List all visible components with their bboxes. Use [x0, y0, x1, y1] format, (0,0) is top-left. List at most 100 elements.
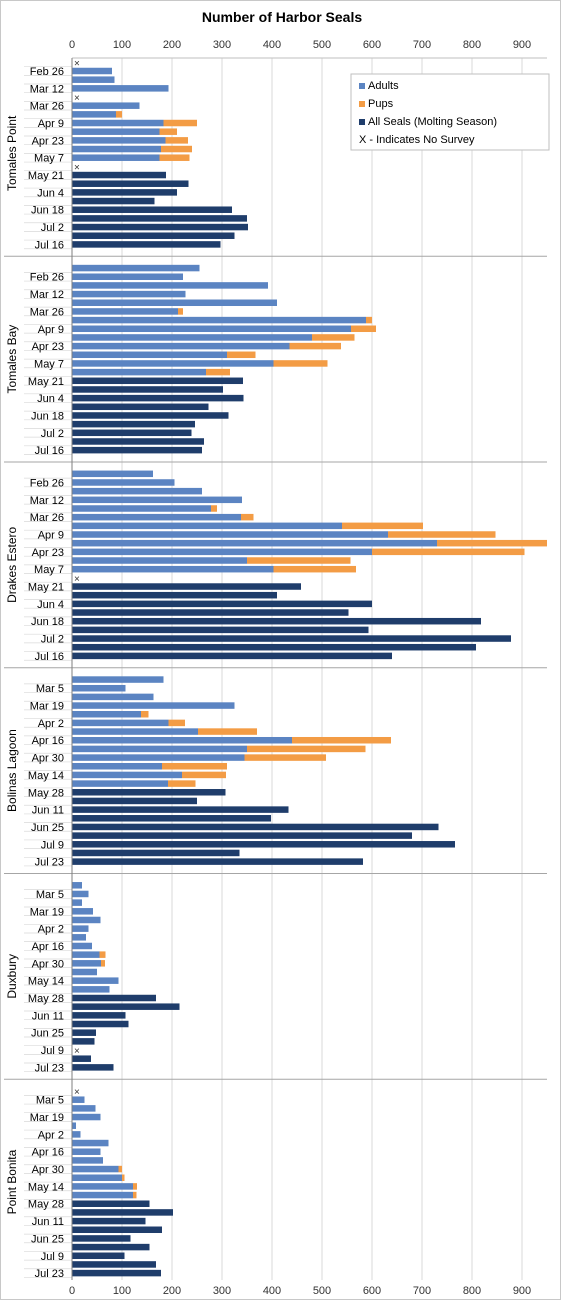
y-tick-label: May 14: [28, 976, 64, 988]
bar-adults: [72, 754, 245, 761]
bar-pups: [273, 565, 356, 573]
bar-adults: [72, 548, 372, 556]
x-tick-label-top: 400: [263, 39, 281, 51]
bar-adults: [72, 1148, 101, 1155]
y-tick-label: Apr 23: [32, 341, 64, 353]
y-tick-label: May 28: [28, 993, 64, 1005]
bar-adults: [72, 154, 160, 161]
bar-adults: [72, 882, 82, 889]
y-tick-label: Mar 12: [30, 289, 64, 301]
bar-adults: [72, 496, 242, 504]
bar-all-seals: [72, 446, 202, 454]
bar-all-seals: [72, 215, 247, 222]
y-tick-label: Feb 26: [30, 272, 64, 284]
y-tick-label: Jun 18: [31, 410, 64, 422]
bar-all-seals: [72, 797, 197, 805]
bar-adults: [72, 1183, 133, 1190]
x-tick-label-bottom: 700: [413, 1285, 431, 1297]
group-label: Bolinas Lagoon: [5, 729, 19, 812]
bar-all-seals: [72, 609, 349, 616]
bar-all-seals: [72, 789, 226, 796]
y-tick-label: Jul 2: [41, 428, 64, 440]
y-tick-label: May 21: [28, 170, 64, 182]
bar-all-seals: [72, 171, 166, 179]
bar-adults: [72, 565, 274, 573]
y-tick-label: May 7: [34, 153, 64, 165]
chart-title: Number of Harbor Seals: [202, 9, 362, 25]
group-label: Tomales Bay: [5, 325, 19, 394]
y-tick-label: Jul 2: [41, 222, 64, 234]
y-tick-label: Mar 5: [36, 1095, 64, 1107]
bar-pups: [133, 1191, 137, 1199]
bar-adults: [72, 890, 89, 898]
x-tick-label-bottom: 900: [513, 1285, 531, 1297]
bar-all-seals: [72, 1012, 126, 1019]
no-survey-marker: ×: [74, 58, 80, 69]
y-tick-label: Jun 11: [32, 1010, 64, 1022]
bar-pups: [366, 316, 372, 324]
bar-all-seals: [72, 1226, 162, 1234]
bar-pups: [437, 539, 547, 547]
bar-pups: [342, 522, 423, 530]
bar-all-seals: [72, 583, 301, 590]
bar-adults: [72, 968, 97, 976]
y-tick-label: Mar 19: [30, 701, 64, 713]
bar-adults: [72, 1157, 103, 1164]
no-survey-marker: ×: [74, 93, 80, 104]
bar-adults: [72, 745, 247, 753]
y-tick-label: Apr 9: [38, 118, 64, 130]
bar-adults: [72, 986, 110, 993]
y-tick-label: Jun 25: [31, 822, 64, 834]
y-tick-label: Jun 4: [37, 393, 64, 405]
bar-pups: [165, 137, 188, 144]
y-tick-label: Jun 4: [37, 599, 64, 611]
bar-adults: [72, 1096, 85, 1103]
group-label: Tomales Point: [5, 115, 19, 191]
y-tick-label: Jul 16: [35, 651, 64, 663]
x-tick-label-bottom: 500: [313, 1285, 331, 1297]
bar-adults: [72, 119, 164, 127]
bar-all-seals: [72, 617, 481, 625]
bar-pups: [211, 505, 217, 512]
bar-adults: [72, 342, 290, 350]
bar-all-seals: [72, 232, 235, 239]
y-tick-label: Feb 26: [30, 66, 64, 78]
y-tick-label: Jun 4: [37, 187, 64, 199]
bar-adults: [72, 1131, 81, 1138]
y-tick-label: Jul 9: [41, 1251, 64, 1263]
bar-pups: [122, 1174, 125, 1181]
bar-adults: [72, 290, 186, 298]
bar-layer: × × × × × ×: [72, 58, 547, 1277]
legend-swatch: [359, 101, 365, 107]
bar-all-seals: [72, 858, 363, 865]
y-tick-label: Jun 11: [32, 805, 64, 817]
bar-all-seals: [72, 994, 156, 1002]
bar-all-seals: [72, 189, 177, 196]
bar-all-seals: [72, 600, 372, 608]
y-tick-label: Apr 9: [38, 530, 64, 542]
no-survey-marker: ×: [74, 574, 80, 585]
y-tick-label: May 21: [28, 582, 64, 594]
bar-adults: [72, 282, 268, 289]
x-tick-label-top: 0: [69, 39, 75, 51]
bar-pups: [312, 334, 355, 341]
bar-adults: [72, 479, 175, 486]
bar-pups: [141, 710, 149, 718]
bar-all-seals: [72, 1200, 150, 1207]
y-tick-label: Apr 2: [38, 718, 64, 730]
bar-adults: [72, 308, 178, 315]
bar-pups: [247, 745, 366, 753]
bar-adults: [72, 908, 93, 915]
bar-all-seals: [72, 180, 189, 187]
bar-adults: [72, 925, 89, 932]
x-tick-label-bottom: 800: [463, 1285, 481, 1297]
bar-all-seals: [72, 1064, 114, 1071]
bar-adults: [72, 684, 126, 692]
bar-pups: [247, 557, 351, 564]
y-tick-label: Apr 2: [38, 1129, 64, 1141]
bar-all-seals: [72, 197, 155, 205]
y-tick-label: Mar 19: [30, 1112, 64, 1124]
bar-pups: [227, 351, 256, 359]
bar-adults: [72, 780, 168, 787]
bar-adults: [72, 557, 247, 564]
